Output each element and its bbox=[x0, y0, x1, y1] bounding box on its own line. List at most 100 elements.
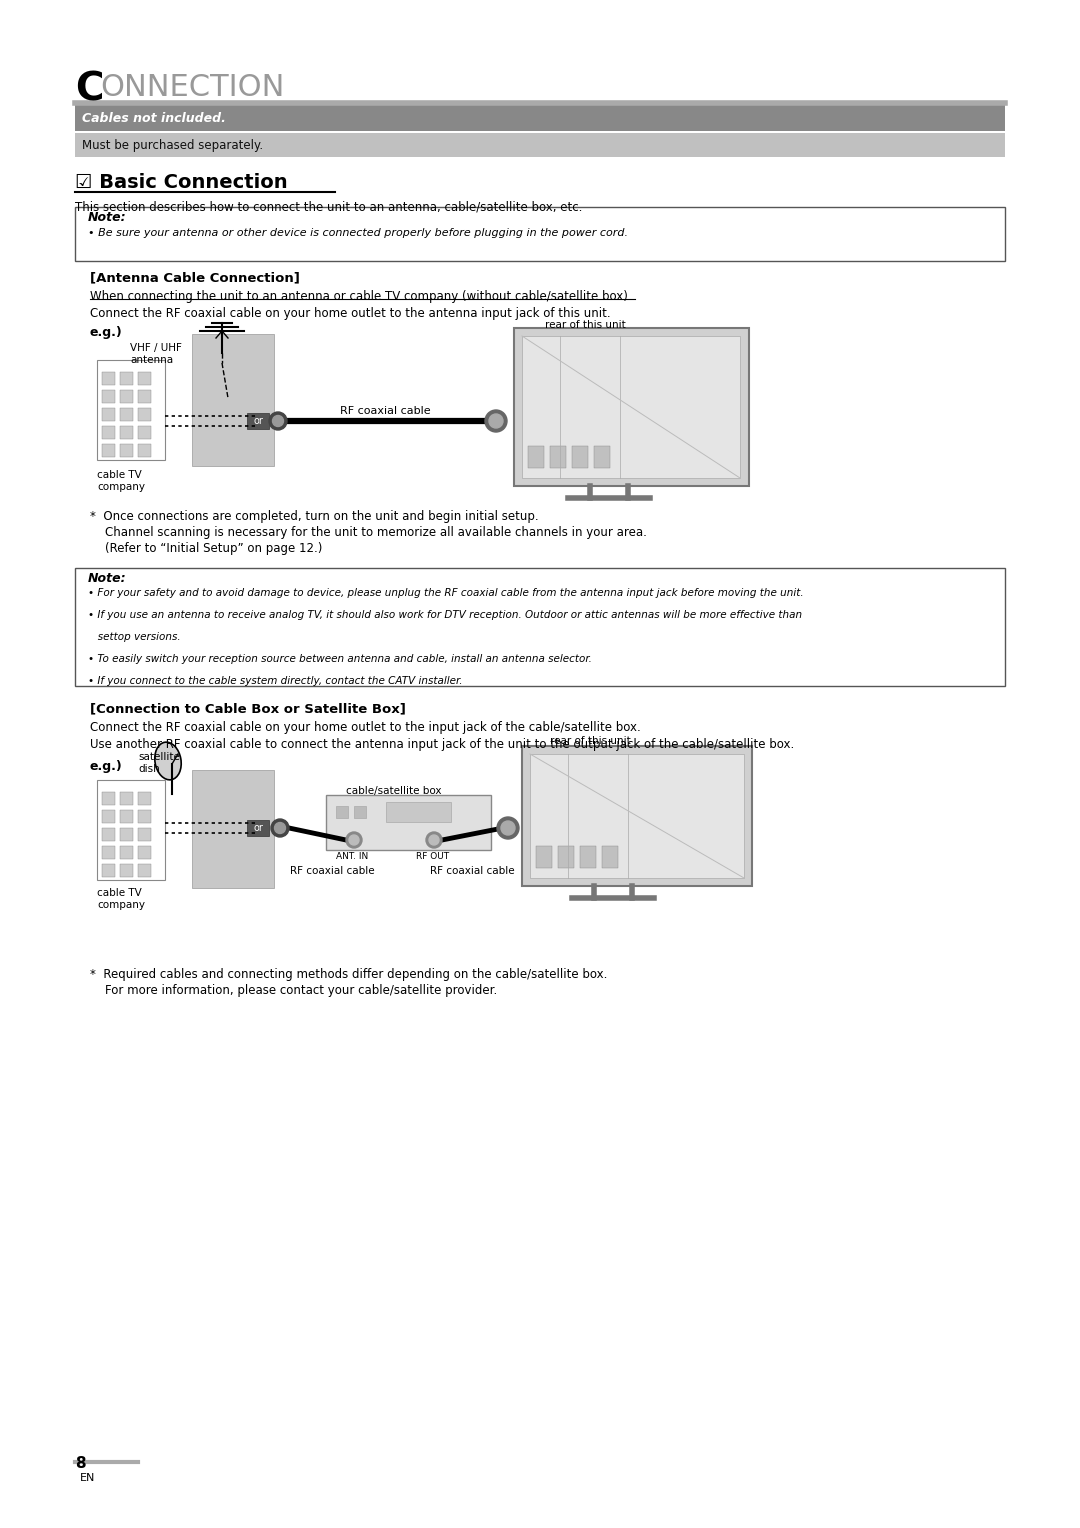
Text: When connecting the unit to an antenna or cable TV company (without cable/satell: When connecting the unit to an antenna o… bbox=[90, 290, 627, 303]
Bar bbox=[120, 828, 133, 840]
Bar bbox=[102, 408, 114, 422]
Text: VHF / UHF
antenna: VHF / UHF antenna bbox=[130, 342, 181, 365]
Text: settop versions.: settop versions. bbox=[87, 633, 180, 642]
Text: e.g.): e.g.) bbox=[90, 759, 123, 773]
Text: RF coaxial cable: RF coaxial cable bbox=[291, 866, 375, 876]
Bar bbox=[102, 426, 114, 439]
Text: Connect the RF coaxial cable on your home outlet to the input jack of the cable/: Connect the RF coaxial cable on your hom… bbox=[90, 721, 640, 733]
Circle shape bbox=[501, 821, 515, 834]
Bar bbox=[247, 821, 269, 836]
Bar bbox=[120, 426, 133, 439]
Text: • Be sure your antenna or other device is connected properly before plugging in : • Be sure your antenna or other device i… bbox=[87, 228, 627, 238]
Bar bbox=[75, 133, 1005, 157]
Bar bbox=[138, 863, 151, 877]
Bar bbox=[138, 828, 151, 840]
Text: RF OUT: RF OUT bbox=[416, 853, 449, 860]
Circle shape bbox=[429, 834, 438, 845]
Circle shape bbox=[489, 414, 503, 428]
Text: Cables not included.: Cables not included. bbox=[82, 112, 226, 124]
Text: or: or bbox=[253, 824, 262, 833]
Text: EN: EN bbox=[80, 1473, 95, 1484]
Bar bbox=[120, 445, 133, 457]
Text: ONNECTION: ONNECTION bbox=[100, 73, 284, 102]
Bar bbox=[120, 810, 133, 824]
Bar bbox=[602, 847, 618, 868]
Text: • If you connect to the cable system directly, contact the CATV installer.: • If you connect to the cable system dir… bbox=[87, 675, 462, 686]
Circle shape bbox=[349, 834, 359, 845]
Bar bbox=[138, 847, 151, 859]
Circle shape bbox=[497, 817, 519, 839]
Bar bbox=[536, 847, 552, 868]
Bar bbox=[97, 779, 165, 880]
Text: This section describes how to connect the unit to an antenna, cable/satellite bo: This section describes how to connect th… bbox=[75, 200, 582, 212]
Bar bbox=[102, 371, 114, 385]
Bar bbox=[102, 863, 114, 877]
Bar bbox=[354, 805, 366, 817]
Bar bbox=[102, 445, 114, 457]
Text: • To easily switch your reception source between antenna and cable, install an a: • To easily switch your reception source… bbox=[87, 654, 592, 665]
Text: satellite
dish: satellite dish bbox=[138, 752, 180, 773]
Bar bbox=[138, 390, 151, 403]
Bar bbox=[386, 802, 451, 822]
Circle shape bbox=[426, 833, 442, 848]
Text: RF coaxial cable: RF coaxial cable bbox=[340, 406, 431, 416]
Bar bbox=[192, 770, 274, 888]
Bar bbox=[75, 105, 1005, 131]
Bar bbox=[138, 371, 151, 385]
Bar bbox=[522, 336, 740, 478]
Text: C: C bbox=[75, 70, 104, 108]
Text: [Antenna Cable Connection]: [Antenna Cable Connection] bbox=[90, 270, 300, 284]
Bar bbox=[120, 371, 133, 385]
Bar bbox=[247, 413, 269, 429]
Circle shape bbox=[269, 413, 287, 429]
Bar bbox=[120, 863, 133, 877]
Bar bbox=[514, 329, 750, 486]
Bar bbox=[192, 335, 274, 466]
Text: Channel scanning is necessary for the unit to memorize all available channels in: Channel scanning is necessary for the un… bbox=[90, 526, 647, 539]
Bar bbox=[138, 426, 151, 439]
Bar bbox=[97, 361, 165, 460]
Circle shape bbox=[485, 410, 507, 432]
Bar bbox=[138, 810, 151, 824]
Bar bbox=[580, 847, 596, 868]
Bar bbox=[594, 446, 610, 468]
Text: ANT. IN: ANT. IN bbox=[336, 853, 368, 860]
Bar bbox=[75, 206, 1005, 261]
Text: Connect the RF coaxial cable on your home outlet to the antenna input jack of th: Connect the RF coaxial cable on your hom… bbox=[90, 307, 610, 319]
Text: *  Required cables and connecting methods differ depending on the cable/satellit: * Required cables and connecting methods… bbox=[90, 969, 607, 981]
Bar bbox=[530, 753, 744, 879]
Text: (Refer to “Initial Setup” on page 12.): (Refer to “Initial Setup” on page 12.) bbox=[90, 542, 322, 555]
Text: ☑ Basic Connection: ☑ Basic Connection bbox=[75, 173, 287, 193]
Text: • For your safety and to avoid damage to device, please unplug the RF coaxial ca: • For your safety and to avoid damage to… bbox=[87, 588, 804, 597]
Text: rear of this unit: rear of this unit bbox=[545, 319, 625, 330]
Circle shape bbox=[271, 819, 289, 837]
Text: [Connection to Cable Box or Satellite Box]: [Connection to Cable Box or Satellite Bo… bbox=[90, 701, 406, 715]
Text: Note:: Note: bbox=[87, 211, 126, 225]
Bar bbox=[120, 792, 133, 805]
Bar bbox=[102, 847, 114, 859]
Text: Must be purchased separately.: Must be purchased separately. bbox=[82, 139, 264, 151]
Text: Note:: Note: bbox=[87, 571, 126, 585]
Bar bbox=[558, 847, 573, 868]
Bar bbox=[120, 408, 133, 422]
Bar bbox=[336, 805, 348, 817]
Text: • If you use an antenna to receive analog TV, it should also work for DTV recept: • If you use an antenna to receive analo… bbox=[87, 610, 802, 620]
Ellipse shape bbox=[154, 743, 181, 779]
Bar bbox=[572, 446, 588, 468]
Text: *  Once connections are completed, turn on the unit and begin initial setup.: * Once connections are completed, turn o… bbox=[90, 510, 539, 523]
Bar bbox=[120, 847, 133, 859]
Bar bbox=[102, 390, 114, 403]
Bar bbox=[138, 792, 151, 805]
Circle shape bbox=[274, 822, 285, 833]
Text: e.g.): e.g.) bbox=[90, 325, 123, 339]
Text: RF coaxial cable: RF coaxial cable bbox=[430, 866, 515, 876]
Bar bbox=[102, 792, 114, 805]
Bar bbox=[102, 828, 114, 840]
Bar bbox=[550, 446, 566, 468]
Text: Use another RF coaxial cable to connect the antenna input jack of the unit to th: Use another RF coaxial cable to connect … bbox=[90, 738, 794, 750]
Bar bbox=[138, 408, 151, 422]
Bar bbox=[522, 746, 752, 886]
Bar bbox=[138, 445, 151, 457]
Text: cable TV
company: cable TV company bbox=[97, 888, 145, 909]
Text: 8: 8 bbox=[75, 1456, 85, 1471]
